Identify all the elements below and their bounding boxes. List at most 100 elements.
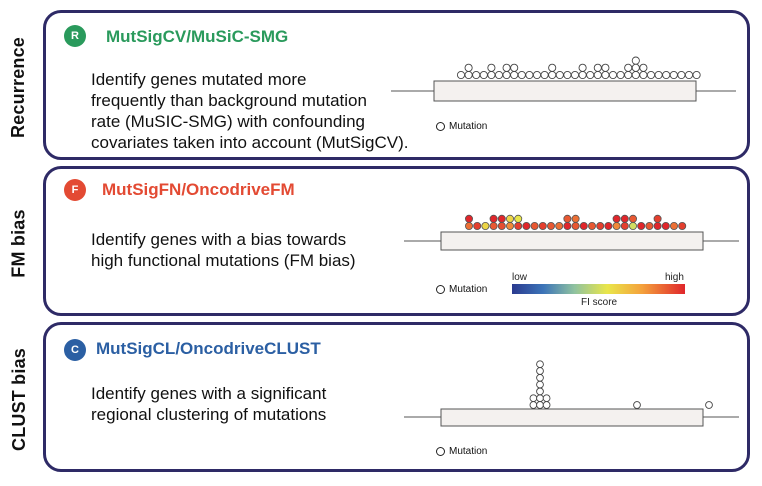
mutation-dot [529, 401, 538, 409]
mutation-dot [502, 63, 511, 72]
mutation-dot [479, 70, 488, 80]
mutation-dot [684, 70, 694, 80]
mutation-dot [514, 214, 523, 223]
mutation-dot [510, 70, 519, 80]
mutation-dot [593, 70, 602, 80]
mutation-dot [637, 221, 646, 230]
mutation-dot [631, 63, 640, 72]
mutation-dot [705, 401, 713, 409]
mutation-dot [464, 70, 473, 80]
clust-bias-panel: C MutSigCL/OncodriveCLUST Identify genes… [43, 322, 750, 472]
mutation-dot [661, 221, 670, 230]
side-label-recurrence: Recurrence [8, 36, 29, 138]
mutation-dot [578, 70, 587, 80]
mutation-dot [669, 221, 678, 230]
mutation-dot [579, 221, 588, 230]
mutation-dot [631, 56, 640, 65]
mutation-dot [536, 394, 544, 403]
protein-domain-box [440, 231, 704, 251]
fm-gene-track [404, 214, 739, 251]
mutation-dot [497, 221, 506, 230]
mutation-dot [620, 214, 629, 223]
mutation-circle-icon [436, 122, 445, 131]
mutation-dot [464, 63, 473, 72]
mutation-dot [540, 70, 549, 80]
mutation-dot [473, 221, 482, 230]
side-label-fm-bias: FM bias [8, 208, 29, 278]
mutation-dot [506, 221, 515, 230]
mutation-dot [456, 70, 466, 80]
mutation-dot [596, 221, 605, 230]
mutation-dot [639, 63, 648, 72]
mutation-dot [578, 63, 587, 72]
mutation-dot [536, 367, 544, 375]
mutation-dot [570, 70, 580, 80]
mutation-dot [481, 221, 490, 230]
mutation-dot [662, 70, 671, 80]
mutation-dot [536, 373, 544, 382]
mutation-circle-icon [436, 285, 445, 294]
mutation-dot [555, 221, 564, 230]
mutation-dot [494, 70, 504, 80]
mutation-dot [601, 70, 610, 80]
mutation-dot [536, 360, 544, 369]
mutation-dot [487, 70, 496, 80]
mutation-dot [497, 214, 506, 223]
mutation-dot [530, 221, 539, 230]
mutation-dot [678, 221, 687, 230]
mutation-dot [489, 221, 498, 230]
fi-scale-high-label: high [665, 272, 684, 283]
mutation-dot [571, 221, 580, 230]
badge-f-icon: F [64, 179, 86, 201]
fi-scale-low-label: low [512, 272, 528, 283]
mutation-dot [645, 221, 654, 230]
mutation-dot [653, 221, 662, 230]
mutation-dot [487, 63, 496, 72]
method-title-recurrence: MutSigCV/MuSiC-SMG [106, 27, 289, 46]
mutation-dot [536, 401, 544, 409]
mutation-dot [620, 221, 629, 230]
mutation-dot [510, 63, 519, 72]
method-title-fm: MutSigFN/OncodriveFM [102, 180, 295, 199]
mutation-dot [633, 401, 641, 409]
mutation-legend-recurrence: Mutation [436, 121, 487, 132]
mutation-dot [604, 221, 613, 230]
mutation-dot [517, 70, 526, 80]
mutation-dot [624, 63, 633, 72]
clust-gene-track [404, 360, 739, 427]
mutation-dot [548, 70, 557, 80]
mutation-dot [563, 221, 572, 230]
mutation-legend-fm: Mutation [436, 284, 487, 295]
mutation-dot [546, 221, 555, 230]
mutation-dot [563, 214, 572, 223]
mutation-dot [555, 70, 564, 80]
mutation-dot [608, 70, 618, 80]
mutation-dot [624, 70, 633, 80]
mutation-dot [628, 214, 637, 223]
fi-scale-title: FI score [581, 297, 618, 308]
mutation-dot [514, 221, 523, 230]
recurrence-gene-track [391, 56, 736, 102]
mutation-dot [536, 387, 544, 396]
mutation-dot [548, 63, 557, 72]
mutation-dot [692, 70, 701, 80]
mutation-dot [639, 70, 648, 80]
mutation-dot [571, 214, 580, 223]
mutation-dot [612, 214, 621, 223]
recurrence-panel: R MutSigCV/MuSiC-SMG Identify genes muta… [43, 10, 750, 160]
mutation-dot [593, 63, 602, 72]
mutation-dot [465, 221, 474, 230]
mutation-dot [506, 214, 515, 223]
protein-domain-box [440, 408, 704, 427]
mutation-dot [601, 63, 610, 72]
description-recurrence: Identify genes mutated more frequently t… [91, 70, 409, 152]
mutation-dot [631, 70, 640, 80]
mutation-dot [542, 394, 551, 403]
mutation-dot [465, 214, 474, 223]
fi-score-colorbar [512, 284, 685, 294]
mutation-dot [538, 221, 547, 230]
mutation-dot [522, 221, 531, 230]
mutation-dot [616, 70, 625, 80]
mutation-legend-clust: Mutation [436, 446, 487, 457]
mutation-dot [587, 221, 596, 230]
